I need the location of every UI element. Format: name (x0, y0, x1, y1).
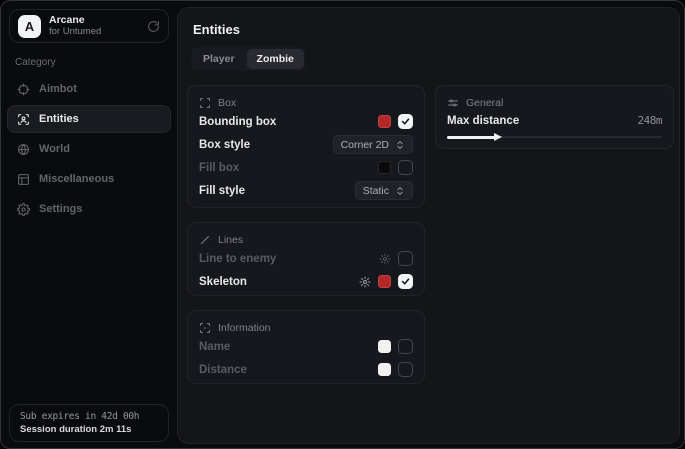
sidebar: A Arcane for Untumed Category (1, 1, 177, 448)
sidebar-item-label: Entities (39, 113, 79, 125)
checkbox-checked[interactable] (398, 274, 413, 289)
sidebar-item-aimbot[interactable]: Aimbot (7, 75, 171, 103)
setting-row-box-style: Box style Corner 2D (199, 133, 413, 156)
app-logo: A (18, 14, 41, 38)
sub-expiry-text: Sub expires in 42d 00h (20, 411, 140, 422)
sidebar-item-label: World (39, 143, 70, 155)
sidebar-nav: Aimbot Entities World (7, 73, 171, 225)
grid-icon (17, 173, 30, 186)
setting-label: Skeleton (199, 275, 247, 288)
sidebar-item-settings[interactable]: Settings (7, 195, 171, 223)
box-icon (199, 97, 211, 109)
slider-track[interactable] (447, 136, 662, 138)
category-label: Category (15, 57, 56, 68)
checkbox-unchecked[interactable] (398, 362, 413, 377)
page-title: Entities (193, 22, 240, 37)
setting-row-skeleton: Skeleton (199, 270, 413, 293)
setting-label: Name (199, 340, 231, 353)
line-icon (199, 234, 211, 246)
selected-option: Static (362, 184, 389, 197)
globe-icon (17, 143, 30, 156)
lines-card-title: Lines (218, 233, 244, 246)
max-distance-slider[interactable] (447, 132, 662, 142)
session-duration-text: Session duration 2m 11s (20, 424, 132, 435)
general-card-header: General (447, 95, 662, 110)
setting-row-fill-box: Fill box (199, 156, 413, 179)
box-card-title: Box (218, 96, 237, 109)
general-card-title: General (466, 96, 504, 109)
setting-label: Bounding box (199, 115, 277, 128)
setting-label: Line to enemy (199, 252, 277, 265)
gear-icon[interactable] (379, 253, 391, 265)
subscription-card: Sub expires in 42d 00h Session duration … (9, 404, 169, 442)
selected-option: Corner 2D (340, 138, 389, 151)
sidebar-item-label: Miscellaneous (39, 173, 115, 185)
information-card-header: Information (199, 320, 413, 335)
box-card: Box Bounding box Box style Corner 2D (187, 85, 425, 208)
setting-label: Box style (199, 138, 251, 151)
color-swatch[interactable] (378, 161, 391, 174)
app-name: Arcane (49, 14, 85, 26)
app-subtitle: for Untumed (49, 26, 102, 38)
max-distance-row: Max distance 248m (447, 110, 662, 131)
color-swatch[interactable] (378, 363, 391, 376)
entity-scan-icon (17, 113, 30, 126)
max-distance-value: 248m (637, 114, 663, 127)
information-card: Information Name Distance (187, 310, 425, 384)
information-card-title: Information (218, 321, 271, 334)
lines-card: Lines Line to enemy Skeleton (187, 222, 425, 296)
tab-player[interactable]: Player (203, 53, 235, 65)
setting-row-name: Name (199, 335, 413, 358)
sidebar-item-label: Aimbot (39, 83, 77, 95)
setting-row-distance: Distance (199, 358, 413, 381)
crosshair-icon (17, 83, 30, 96)
checkbox-unchecked[interactable] (398, 251, 413, 266)
chevrons-up-down-icon (395, 186, 405, 196)
color-swatch[interactable] (378, 275, 391, 288)
box-card-header: Box (199, 95, 413, 110)
checkbox-unchecked[interactable] (398, 339, 413, 354)
setting-row-line-to-enemy: Line to enemy (199, 247, 413, 270)
setting-label: Distance (199, 363, 247, 376)
entity-tabs: Player Zombie (191, 47, 306, 71)
sliders-icon (447, 97, 459, 109)
sidebar-item-miscellaneous[interactable]: Miscellaneous (7, 165, 171, 193)
sidebar-item-entities[interactable]: Entities (7, 105, 171, 133)
slider-handle[interactable] (494, 132, 503, 141)
gear-icon (17, 202, 30, 216)
sidebar-item-label: Settings (39, 203, 83, 215)
lines-card-header: Lines (199, 232, 413, 247)
chevrons-up-down-icon (395, 140, 405, 150)
setting-row-fill-style: Fill style Static (199, 179, 413, 202)
gear-icon[interactable] (359, 276, 371, 288)
sync-icon[interactable] (147, 20, 160, 33)
slider-fill (447, 135, 497, 139)
box-style-select[interactable]: Corner 2D (332, 135, 413, 154)
checkbox-unchecked[interactable] (398, 160, 413, 175)
setting-label: Max distance (447, 114, 520, 127)
setting-label: Fill style (199, 184, 246, 197)
tab-zombie[interactable]: Zombie (246, 49, 304, 69)
setting-label: Fill box (199, 161, 240, 174)
fill-style-select[interactable]: Static (354, 181, 413, 200)
app-header-card: A Arcane for Untumed (9, 9, 169, 43)
sidebar-item-world[interactable]: World (7, 135, 171, 163)
app-meta: Arcane for Untumed (49, 14, 139, 38)
general-card: General Max distance 248m (435, 85, 674, 149)
checkbox-checked[interactable] (398, 114, 413, 129)
setting-row-bounding-box: Bounding box (199, 110, 413, 133)
color-swatch[interactable] (378, 340, 391, 353)
color-swatch[interactable] (378, 115, 391, 128)
info-scan-icon (199, 322, 211, 334)
main-panel: Entities Player Zombie Box Bounding box (177, 7, 680, 444)
